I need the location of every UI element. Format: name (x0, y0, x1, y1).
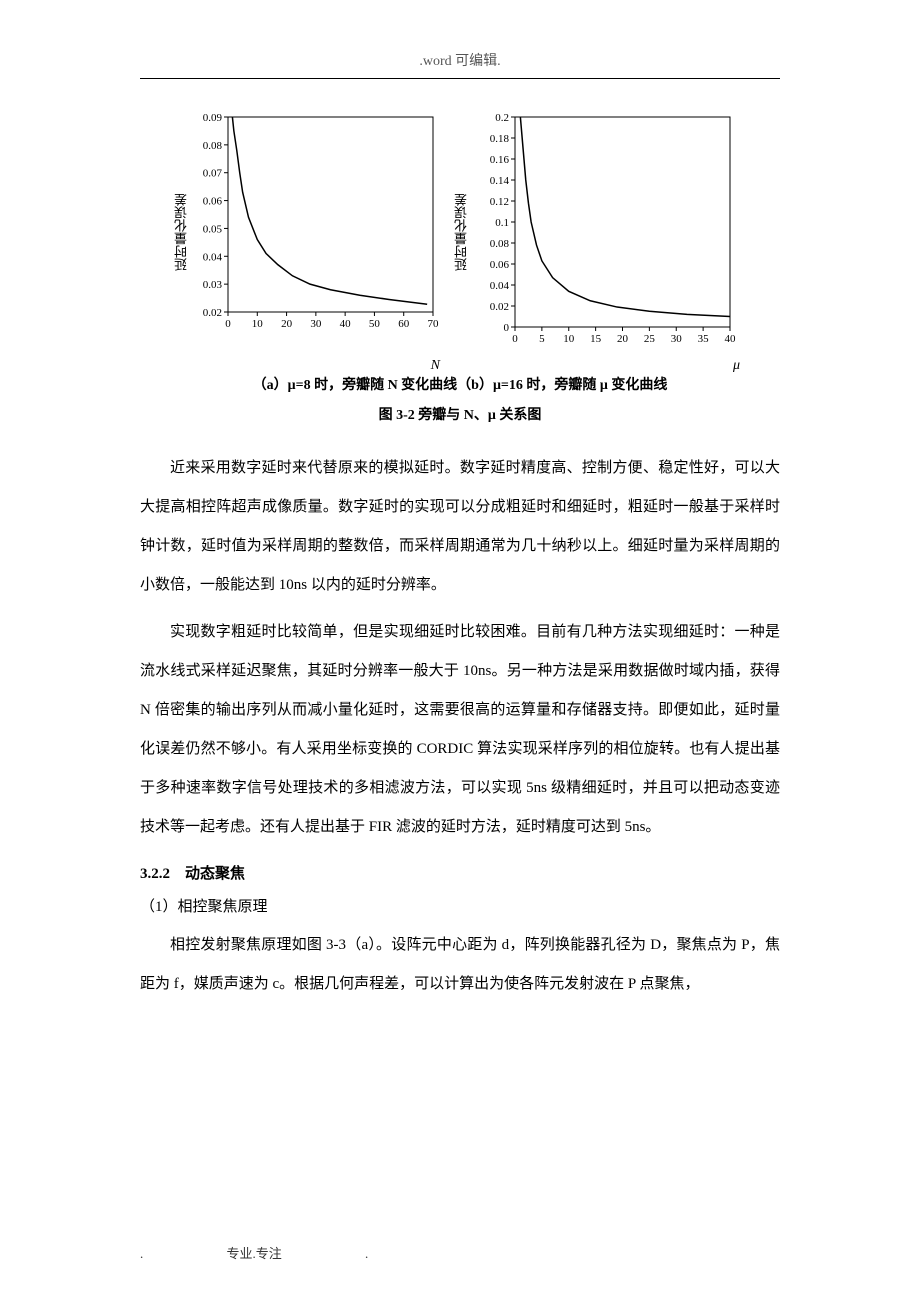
svg-text:0.12: 0.12 (490, 196, 509, 208)
footer-right: . (365, 1246, 368, 1262)
chart-right-xlabel: μ (733, 358, 740, 374)
svg-text:0.08: 0.08 (203, 140, 223, 152)
chart-left-xlabel: N (431, 358, 440, 374)
chart-right: 0 5 10 15 20 25 30 35 40 0 0.02 0.04 0.06 0.08 0.1 0.12… (460, 109, 740, 354)
paragraph-3: 相控发射聚焦原理如图 3-3（a）。设阵元中心距为 d，阵列换能器孔径为 D，聚… (140, 926, 780, 1004)
page-footer: . 专业.专注 . (140, 1243, 780, 1262)
svg-text:0.07: 0.07 (203, 168, 223, 180)
svg-text:5: 5 (539, 333, 545, 345)
svg-text:25: 25 (644, 333, 656, 345)
svg-text:0.02: 0.02 (203, 307, 222, 319)
svg-text:15: 15 (590, 333, 602, 345)
footer-mid: 专业.专注 (227, 1243, 282, 1262)
svg-text:20: 20 (281, 318, 293, 330)
sub-heading: （1）相控聚焦原理 (140, 895, 780, 916)
svg-text:0.06: 0.06 (203, 196, 223, 208)
svg-text:0.06: 0.06 (490, 259, 510, 271)
charts-row: 0102030405060700.020.030.040.050.060.070… (140, 109, 780, 354)
svg-text:0.02: 0.02 (490, 301, 509, 313)
page-content: 0102030405060700.020.030.040.050.060.070… (140, 79, 780, 1004)
footer-left: . (140, 1246, 143, 1262)
chart-left-svg: 0 10 20 30 40 50 60 70 0.02 0.03 0.04 0.05 0.06 0.07 0… (180, 109, 440, 334)
caption-b: 图 3-2 旁瓣与 N、μ 关系图 (140, 404, 780, 424)
chart-right-ylabel: 延时量化误差 (452, 193, 471, 271)
caption-a: （a）μ=8 时，旁瓣随 N 变化曲线（b）μ=16 时，旁瓣随 μ 变化曲线 (140, 374, 780, 394)
svg-text:35: 35 (698, 333, 710, 345)
svg-text:0.03: 0.03 (203, 279, 223, 291)
page-header: .word 可编辑. (140, 0, 780, 79)
svg-text:0.08: 0.08 (490, 238, 510, 250)
svg-text:0: 0 (225, 318, 231, 330)
paragraph-2: 实现数字粗延时比较简单，但是实现细延时比较困难。目前有几种方法实现细延时：一种是… (140, 613, 780, 847)
svg-text:0: 0 (504, 322, 510, 334)
svg-text:10: 10 (252, 318, 264, 330)
svg-text:0.05: 0.05 (203, 223, 223, 235)
svg-text:30: 30 (310, 318, 322, 330)
chart-left: 0 10 20 30 40 50 60 70 0.02 0.03 0.04 0.05 0.06 0.07 0… (180, 109, 440, 354)
svg-text:0.04: 0.04 (490, 280, 510, 292)
svg-text:0.14: 0.14 (490, 175, 510, 187)
svg-text:70: 70 (428, 318, 440, 330)
paragraph-1: 近来采用数字延时来代替原来的模拟延时。数字延时精度高、控制方便、稳定性好，可以大… (140, 449, 780, 605)
svg-text:40: 40 (340, 318, 352, 330)
svg-text:50: 50 (369, 318, 381, 330)
svg-text:0.18: 0.18 (490, 133, 510, 145)
chart-right-svg: 0 5 10 15 20 25 30 35 40 0 0.02 0.04 0.06 0.08 0.1 0.12… (460, 109, 740, 349)
svg-text:0.04: 0.04 (203, 251, 223, 263)
svg-text:0.16: 0.16 (490, 154, 510, 166)
svg-text:0.2: 0.2 (495, 112, 509, 124)
chart-left-ylabel: 延时量化误差 (172, 193, 191, 271)
svg-text:60: 60 (398, 318, 410, 330)
svg-text:10: 10 (563, 333, 575, 345)
svg-text:20: 20 (617, 333, 629, 345)
section-heading: 3.2.2 动态聚焦 (140, 862, 780, 883)
svg-text:40: 40 (725, 333, 737, 345)
svg-text:30: 30 (671, 333, 683, 345)
svg-text:0.1: 0.1 (495, 217, 509, 229)
svg-text:0: 0 (512, 333, 518, 345)
svg-text:0.09: 0.09 (203, 112, 223, 124)
